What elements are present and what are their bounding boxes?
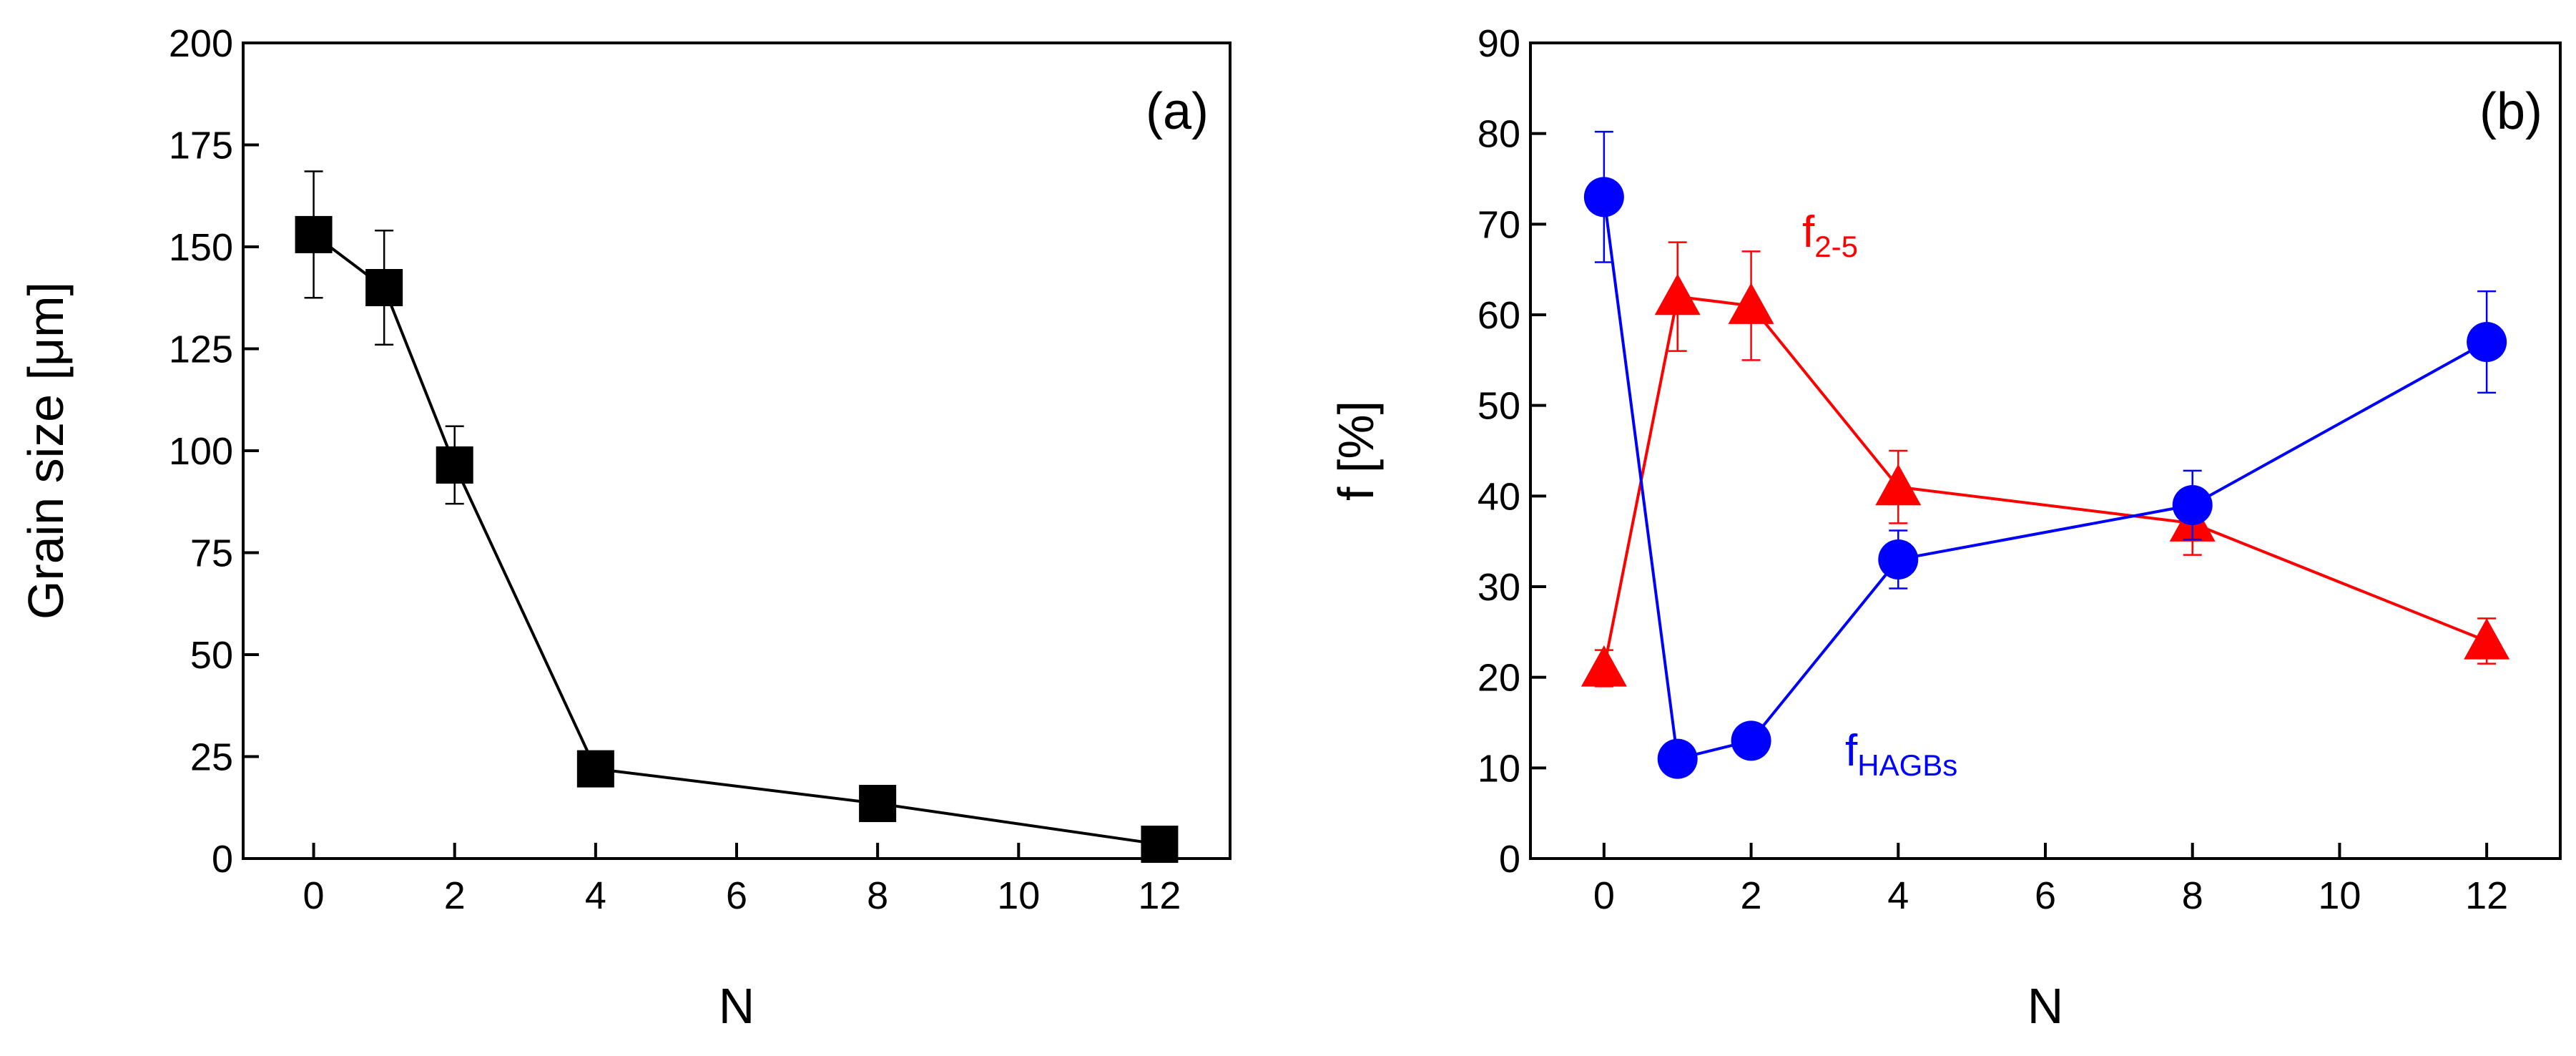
y-axis-b: 0 10 20 30 40 50 60 70 80 90 xyxy=(1478,22,1546,881)
panel-a: 0 25 50 75 100 125 150 175 200 0 2 4 6 8 10 12 (a) N G… xyxy=(18,22,1232,1034)
y-tick-label-b: 0 xyxy=(1499,838,1520,881)
data-point xyxy=(365,269,403,306)
series-label-fhagbs: fHAGBs xyxy=(1845,726,1957,782)
panel-label-a: (a) xyxy=(1146,83,1209,140)
x-tick-label-a: 12 xyxy=(1138,874,1181,917)
y-tick-label-a: 125 xyxy=(169,328,233,371)
x-tick-label-a: 4 xyxy=(585,874,606,917)
y-tick-label-b: 90 xyxy=(1478,22,1520,65)
plot-frame-b xyxy=(1529,41,2562,860)
data-point xyxy=(1875,464,1922,506)
x-tick-label-a: 8 xyxy=(867,874,888,917)
data-point xyxy=(1654,273,1701,316)
y-axis-a: 0 25 50 75 100 125 150 175 200 xyxy=(169,22,259,881)
y-tick-label-a: 175 xyxy=(169,124,233,167)
data-point xyxy=(1657,738,1698,779)
series-group-b xyxy=(1580,130,2510,779)
x-tick-label-b: 12 xyxy=(2465,874,2508,917)
x-tick-label-a: 0 xyxy=(303,874,325,917)
data-point xyxy=(436,446,473,484)
data-point xyxy=(1580,645,1627,687)
x-tick-label-b: 2 xyxy=(1741,874,1762,917)
data-point xyxy=(2467,322,2507,362)
y-axis-title-b: f [%] xyxy=(1328,401,1384,501)
x-tick-label-b: 4 xyxy=(1887,874,1909,917)
x-axis-title-a: N xyxy=(719,978,755,1034)
series-b-1-line xyxy=(1602,197,2488,761)
series-b-0-line xyxy=(1602,295,2487,669)
y-tick-label-b: 40 xyxy=(1478,475,1520,518)
data-point xyxy=(1141,826,1179,864)
data-point xyxy=(1731,720,1771,761)
y-tick-label-a: 150 xyxy=(169,226,233,269)
y-tick-label-b: 20 xyxy=(1478,657,1520,700)
y-tick-label-b: 60 xyxy=(1478,294,1520,337)
x-tick-label-a: 10 xyxy=(997,874,1040,917)
y-tick-label-a: 0 xyxy=(212,838,233,881)
data-point xyxy=(859,785,897,823)
data-point xyxy=(2172,485,2213,525)
series-group-a xyxy=(295,170,1179,864)
y-tick-label-a: 200 xyxy=(169,22,233,65)
data-point xyxy=(295,215,333,253)
y-tick-label-b: 30 xyxy=(1478,566,1520,609)
y-tick-label-a: 25 xyxy=(190,736,233,779)
y-tick-label-b: 70 xyxy=(1478,203,1520,246)
series-a-0-line xyxy=(313,233,1160,846)
y-axis-title-a: Grain size [μm] xyxy=(18,282,74,620)
y-tick-label-a: 100 xyxy=(169,430,233,473)
x-axis-b: 0 2 4 6 8 10 12 xyxy=(1593,843,2508,917)
plot-frame-a xyxy=(242,41,1232,860)
x-tick-label-b: 6 xyxy=(2035,874,2056,917)
y-tick-label-b: 10 xyxy=(1478,747,1520,790)
y-tick-label-b: 80 xyxy=(1478,113,1520,156)
series-label-f2-5: f2-5 xyxy=(1802,207,1858,263)
x-axis-a: 0 2 4 6 8 10 12 xyxy=(303,843,1181,917)
data-point xyxy=(2464,618,2510,660)
x-tick-label-a: 2 xyxy=(444,874,466,917)
y-tick-label-a: 50 xyxy=(190,634,233,677)
panel-b: 0 10 20 30 40 50 60 70 80 90 0 2 4 6 8 10 12 (b) N f [%… xyxy=(1328,22,2562,1034)
panel-label-b: (b) xyxy=(2479,83,2542,140)
x-tick-label-b: 8 xyxy=(2182,874,2203,917)
y-tick-label-b: 50 xyxy=(1478,385,1520,428)
x-tick-label-b: 0 xyxy=(1593,874,1615,917)
data-point xyxy=(1583,177,1624,217)
x-tick-label-a: 6 xyxy=(726,874,747,917)
x-axis-title-b: N xyxy=(2027,978,2064,1034)
x-tick-label-b: 10 xyxy=(2318,874,2361,917)
data-point xyxy=(1878,539,1919,580)
data-point xyxy=(576,750,614,788)
data-point xyxy=(1728,283,1774,324)
y-tick-label-a: 75 xyxy=(190,532,233,575)
